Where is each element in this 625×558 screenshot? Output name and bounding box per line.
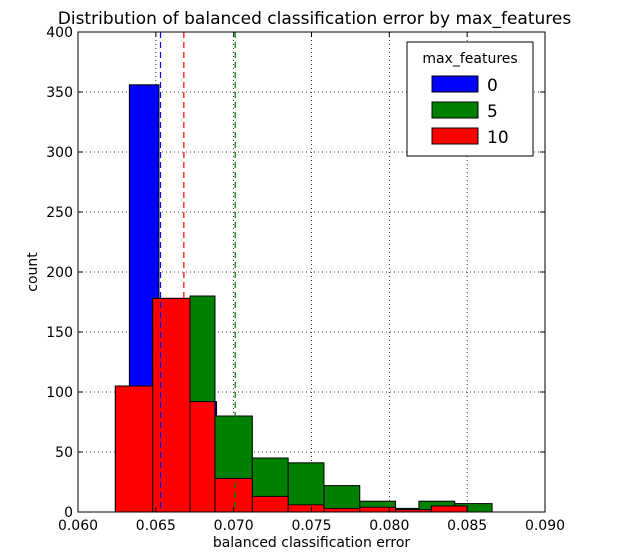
y-axis-label: count [25,252,41,292]
x-tick-label: 0.065 [136,518,176,534]
ticks-layer: 0.060 0.065 0.070 0.075 0.080 0.085 0.09005010… [46,25,565,534]
x-tick-label: 0.090 [525,518,565,534]
chart-title: Distribution of balanced classification … [58,9,572,29]
y-tick-label: 200 [46,265,73,281]
y-tick-label: 0 [64,505,73,521]
x-tick-label: 0.080 [369,518,409,534]
histogram-bar [189,401,216,513]
y-tick-label: 350 [46,85,73,101]
histogram-bar [287,504,325,513]
histogram-bar [359,506,397,513]
y-tick-label: 400 [46,25,73,41]
histogram-bar [430,505,468,513]
y-tick-label: 300 [46,145,73,161]
histogram-bar [114,385,154,513]
legend: max_features 0 5 10 [406,41,534,157]
x-tick-label: 0.085 [447,518,487,534]
legend-swatch-5 [431,101,479,119]
legend-label-0: 0 [487,76,498,96]
y-tick-label: 150 [46,325,73,341]
y-tick-label: 50 [55,445,73,461]
mean-lines-layer [159,32,236,512]
x-axis-label: balanced classification error [213,535,411,551]
histogram-bar [323,485,361,513]
y-tick-label: 250 [46,205,73,221]
legend-label-10: 10 [487,128,509,148]
x-tick-label: 0.060 [58,518,98,534]
legend-label-5: 5 [487,102,498,122]
y-tick-label: 100 [46,385,73,401]
histogram-bar [323,507,361,513]
histogram-bar [214,477,253,513]
histogram-bar [152,297,191,513]
histogram-bar [251,495,289,513]
legend-title: max_features [422,51,517,67]
legend-swatch-10 [431,127,479,145]
x-tick-label: 0.075 [291,518,331,534]
x-tick-label: 0.070 [214,518,254,534]
legend-swatch-0 [431,75,479,93]
